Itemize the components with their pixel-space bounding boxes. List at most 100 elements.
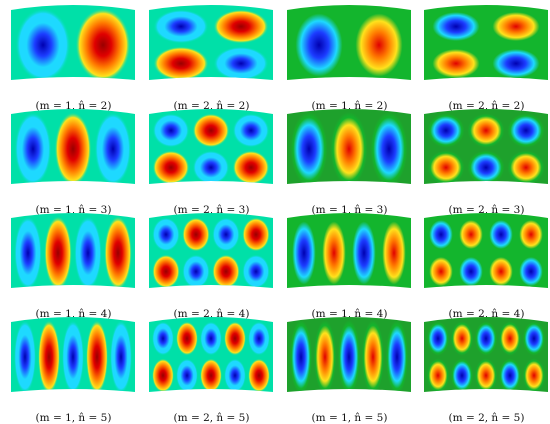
antinode-negative [14, 216, 42, 288]
shell-surface [149, 213, 273, 288]
antinode-negative [475, 321, 497, 356]
antinode-negative [62, 320, 84, 392]
antinode-negative [232, 113, 270, 148]
antinode-negative [427, 217, 455, 252]
mode-panel-r3-c4: (m = 2, n̂ = 4) [418, 212, 550, 320]
antinode-positive [153, 46, 209, 80]
antinode-positive [152, 254, 180, 288]
antinode-negative [242, 254, 270, 288]
mode-shape-plot [11, 213, 135, 288]
antinode-negative [370, 112, 408, 184]
mode-panel-r3-c3: (m = 1, n̂ = 4) [281, 212, 418, 320]
mode-shape-plot [149, 5, 273, 80]
antinode-negative [152, 113, 190, 148]
mode-panel-r4-c2: (m = 2, n̂ = 5) [143, 316, 280, 424]
antinode-positive [488, 9, 544, 44]
antinode-negative [176, 358, 198, 392]
antinode-negative [428, 9, 484, 44]
mode-panel-r1-c1: (m = 1, n̂ = 2) [5, 4, 142, 112]
antinode-positive [182, 217, 210, 252]
antinode-positive [176, 321, 198, 356]
mode-shape-plot [424, 5, 548, 80]
mode-caption: (m = 2, n̂ = 2) [448, 100, 525, 112]
mode-caption: (m = 2, n̂ = 4) [448, 308, 525, 320]
mode-panel-r2-c4: (m = 2, n̂ = 3) [418, 108, 550, 216]
antinode-positive [212, 254, 240, 288]
antinode-positive [428, 46, 484, 80]
mode-caption: (m = 1, n̂ = 3) [311, 204, 388, 216]
antinode-negative [15, 8, 71, 80]
antinode-positive [152, 358, 174, 392]
antinode-positive [362, 320, 384, 392]
antinode-negative [14, 320, 36, 392]
antinode-positive [200, 358, 222, 392]
mode-shape-plot [287, 5, 411, 80]
antinode-negative [291, 8, 347, 80]
antinode-negative [248, 321, 270, 356]
mode-shape-plot [149, 213, 273, 288]
antinode-negative [427, 321, 449, 356]
mode-panel-r2-c2: (m = 2, n̂ = 3) [143, 108, 280, 216]
mode-shape-plot [424, 109, 548, 184]
mode-shape-plot [287, 317, 411, 392]
mode-shape-plot [149, 317, 273, 392]
antinode-positive [75, 8, 131, 80]
shell-surface [424, 213, 548, 288]
mode-panel-r2-c1: (m = 1, n̂ = 3) [5, 108, 142, 216]
antinode-positive [86, 320, 108, 392]
antinode-negative [192, 150, 230, 184]
mode-panel-r4-c4: (m = 2, n̂ = 5) [418, 316, 550, 424]
antinode-negative [290, 320, 312, 392]
mode-panel-r3-c1: (m = 1, n̂ = 4) [5, 212, 142, 320]
antinode-positive [44, 216, 72, 288]
mode-shape-plot [11, 317, 135, 392]
antinode-positive [54, 112, 92, 184]
mode-panel-r1-c4: (m = 2, n̂ = 2) [418, 4, 550, 112]
antinode-negative [213, 46, 269, 80]
antinode-positive [152, 150, 190, 184]
mode-caption: (m = 2, n̂ = 4) [173, 308, 250, 320]
mode-shape-plot [424, 213, 548, 288]
antinode-negative [451, 358, 473, 392]
antinode-positive [192, 113, 230, 148]
antinode-positive [380, 216, 408, 288]
antinode-positive [507, 150, 545, 184]
mode-caption: (m = 2, n̂ = 3) [173, 204, 250, 216]
mode-shape-plot [11, 109, 135, 184]
antinode-negative [517, 254, 545, 288]
antinode-positive [320, 216, 348, 288]
antinode-positive [351, 8, 407, 80]
antinode-positive [457, 217, 485, 252]
mode-panel-r1-c2: (m = 2, n̂ = 2) [143, 4, 280, 112]
antinode-positive [104, 216, 132, 288]
antinode-positive [475, 358, 497, 392]
antinode-negative [427, 113, 465, 148]
mode-caption: (m = 1, n̂ = 5) [311, 412, 388, 424]
mode-shape-plot [11, 5, 135, 80]
mode-panel-r3-c2: (m = 2, n̂ = 4) [143, 212, 280, 320]
antinode-positive [517, 217, 545, 252]
antinode-positive [487, 254, 515, 288]
antinode-negative [14, 112, 52, 184]
antinode-positive [213, 9, 269, 44]
mode-caption: (m = 2, n̂ = 2) [173, 100, 250, 112]
antinode-negative [153, 9, 209, 44]
mode-shape-plot [287, 109, 411, 184]
antinode-positive [232, 150, 270, 184]
antinode-negative [499, 358, 521, 392]
mode-shape-plot [149, 109, 273, 184]
antinode-positive [224, 321, 246, 356]
antinode-negative [523, 321, 545, 356]
antinode-negative [290, 112, 328, 184]
antinode-negative [152, 217, 180, 252]
antinode-positive [248, 358, 270, 392]
antinode-positive [523, 358, 545, 392]
mode-caption: (m = 2, n̂ = 3) [448, 204, 525, 216]
mode-panel-r1-c3: (m = 1, n̂ = 2) [281, 4, 418, 112]
antinode-positive [427, 358, 449, 392]
mode-caption: (m = 2, n̂ = 5) [173, 412, 250, 424]
antinode-negative [290, 216, 318, 288]
antinode-positive [330, 112, 368, 184]
antinode-negative [200, 321, 222, 356]
